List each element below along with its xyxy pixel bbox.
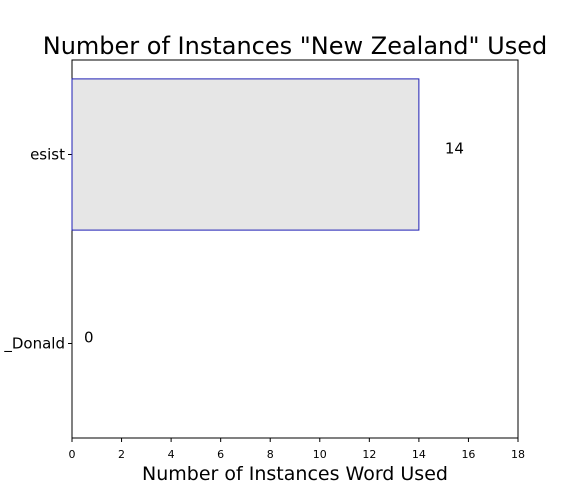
x-tick-label: 0: [69, 448, 76, 461]
data-label-donald: 0: [84, 329, 94, 347]
x-tick-label: 6: [217, 448, 224, 461]
plot-frame: [71, 59, 519, 439]
x-tick-label: 14: [412, 448, 426, 461]
y-tick-label-esist: esist: [30, 146, 65, 164]
x-tick-label: 8: [267, 448, 274, 461]
bar-esist: [71, 78, 420, 231]
x-tick-label: 10: [313, 448, 327, 461]
y-tick-label-donald: _Donald: [3, 335, 65, 354]
chart-title: Number of Instances "New Zealand" Used: [43, 32, 548, 60]
x-tick-label: 18: [511, 448, 525, 461]
x-tick-label: 4: [168, 448, 175, 461]
data-label-esist: 14: [445, 140, 464, 158]
plot-area: 0 2 4 6 8 10 12 14 16 18 esist 14 _Donald 0: [3, 59, 525, 461]
x-tick-label: 12: [362, 448, 376, 461]
x-tick-label: 16: [461, 448, 475, 461]
x-tick-label: 2: [118, 448, 125, 461]
x-axis-label: Number of Instances Word Used: [142, 463, 448, 485]
